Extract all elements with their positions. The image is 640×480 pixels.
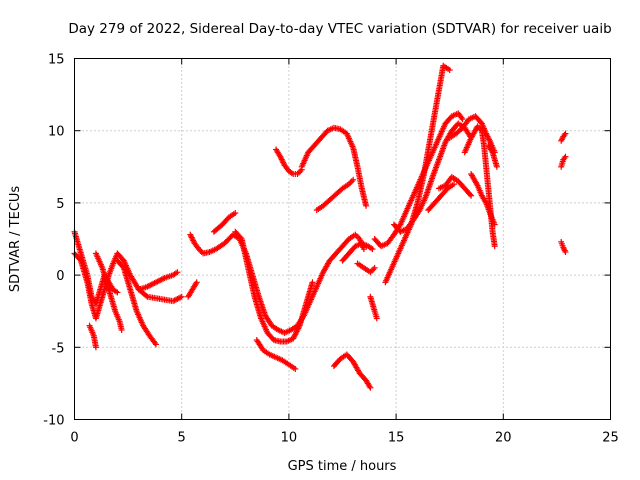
axis-ticks: 0 5 10 15 20 25 -10 -5 0 5 10 15 <box>43 53 619 446</box>
y-tick-label: -10 <box>43 414 64 429</box>
data-point <box>232 210 239 217</box>
data-point <box>360 246 367 253</box>
data-point <box>468 192 475 199</box>
data-point <box>369 246 376 253</box>
grid <box>74 58 611 420</box>
x-tick-label: 0 <box>70 431 78 446</box>
data-point <box>561 246 568 253</box>
data-point <box>309 279 316 286</box>
data-point <box>350 176 357 183</box>
data-point <box>118 326 125 333</box>
y-tick-label: 10 <box>48 125 65 140</box>
data-point <box>178 293 185 300</box>
data-point <box>348 178 355 185</box>
y-tick-label: 5 <box>56 197 64 212</box>
data-points <box>71 62 569 391</box>
data-point <box>371 264 378 271</box>
data-point <box>174 269 181 276</box>
data-point <box>292 365 299 372</box>
chart-title: Day 279 of 2022, Sidereal Day-to-day VTE… <box>68 21 611 37</box>
data-point <box>368 267 375 274</box>
x-tick-label: 10 <box>281 431 298 446</box>
y-tick-label: 15 <box>48 53 65 68</box>
data-point <box>92 344 99 351</box>
data-point <box>450 181 457 188</box>
x-tick-label: 25 <box>602 431 619 446</box>
data-point <box>562 248 569 255</box>
data-point <box>297 168 304 175</box>
data-point <box>353 233 360 240</box>
data-point <box>114 289 121 296</box>
data-point <box>459 116 466 123</box>
y-axis-label: SDTVAR / TECUs <box>8 186 23 293</box>
data-point <box>493 163 500 170</box>
data-point <box>373 315 380 322</box>
y-tick-label: -5 <box>52 341 65 356</box>
data-point <box>198 248 205 255</box>
data-point <box>295 169 302 176</box>
x-axis-label: GPS time / hours <box>288 459 397 474</box>
x-tick-label: 15 <box>388 431 405 446</box>
y-tick-label: 0 <box>56 269 64 284</box>
data-point <box>446 67 453 74</box>
data-point <box>143 292 150 299</box>
plot-frame <box>74 58 611 420</box>
data-point <box>491 243 498 250</box>
x-tick-label: 5 <box>178 431 186 446</box>
data-point <box>193 279 200 286</box>
x-tick-label: 20 <box>495 431 512 446</box>
data-point <box>467 191 474 198</box>
data-point <box>562 130 569 137</box>
data-point <box>562 153 569 160</box>
data-point <box>491 221 498 228</box>
data-point <box>152 341 159 348</box>
data-point <box>367 384 374 391</box>
data-point <box>363 202 370 209</box>
